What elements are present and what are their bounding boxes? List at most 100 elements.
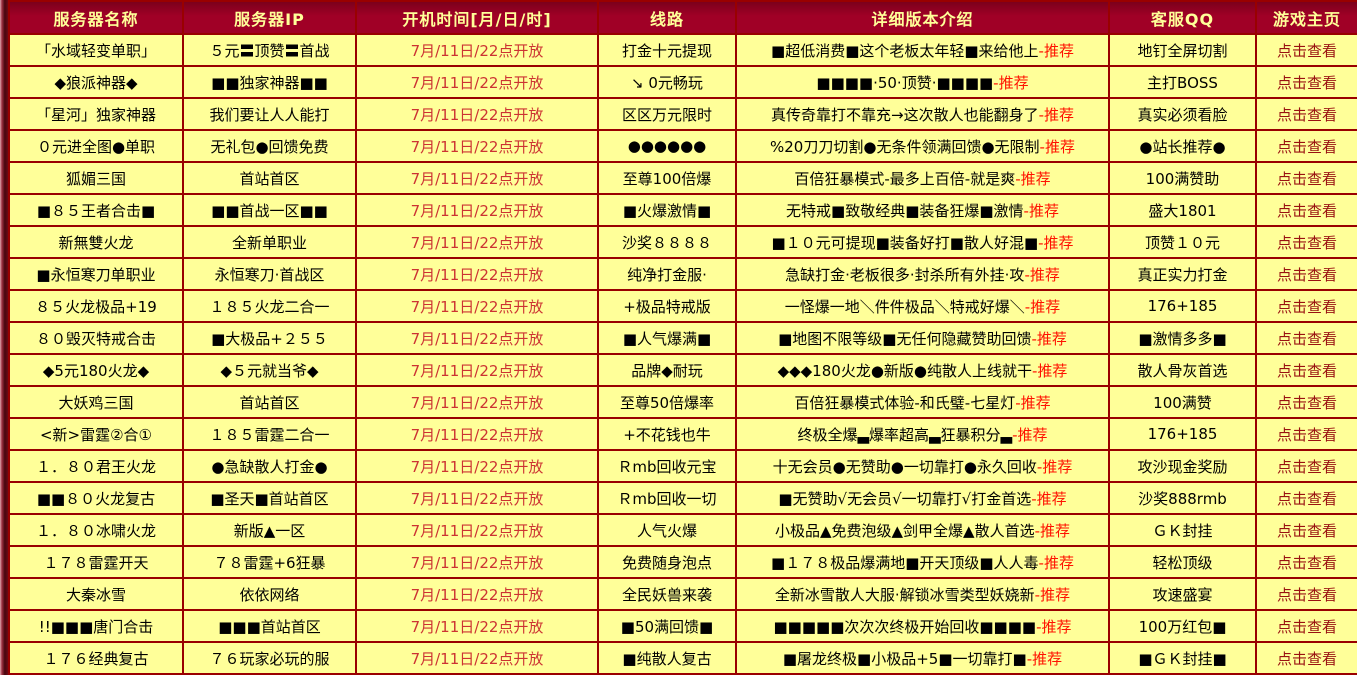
server-row: 大秦冰雪 依依网络 7月/11日/22点开放 全民妖兽来袭 全新冰雪散人大服·解锁冰雪类…: [8, 577, 1357, 611]
homepage-link[interactable]: 点击查看: [1255, 257, 1357, 291]
server-name-cell[interactable]: ■永恒寒刀单职业: [8, 257, 184, 291]
homepage-link[interactable]: 点击查看: [1255, 33, 1357, 67]
server-name-cell[interactable]: 大秦冰雪: [8, 577, 184, 611]
recommend-tag: -推荐: [1024, 265, 1060, 284]
server-name-cell[interactable]: ０元进全图●单职: [8, 129, 184, 163]
server-ip-cell: 我们要让人人能打: [182, 97, 357, 131]
server-name-cell[interactable]: <新>雷霆②合①: [8, 417, 184, 451]
homepage-link[interactable]: 点击查看: [1255, 161, 1357, 195]
homepage-link[interactable]: 点击查看: [1255, 193, 1357, 227]
open-time-cell: 7月/11日/22点开放: [355, 417, 599, 451]
server-ip-cell: 全新单职业: [182, 225, 357, 259]
server-ip-cell: 永恒寒刀·首战区: [182, 257, 357, 291]
server-row: １．８０冰啸火龙 新版▲一区 7月/11日/22点开放 人气火爆 小极品▲免费泡级▲剑甲…: [8, 513, 1357, 547]
homepage-link[interactable]: 点击查看: [1255, 129, 1357, 163]
line-cell: ■火爆激情■: [597, 193, 737, 227]
line-cell: 品牌◆耐玩: [597, 353, 737, 387]
recommend-tag: -推荐: [1031, 489, 1067, 508]
server-name-cell[interactable]: 新無雙火龙: [8, 225, 184, 259]
page-left-margin: [0, 0, 8, 675]
detail-cell: ■■■■■次次次终极开始回收■■■■-推荐: [735, 609, 1110, 643]
homepage-link[interactable]: 点击查看: [1255, 641, 1357, 675]
qq-cell: 攻速盛宴: [1108, 577, 1257, 611]
qq-cell: 沙奖888rmb: [1108, 481, 1257, 515]
server-name-cell[interactable]: 狐媚三国: [8, 161, 184, 195]
open-time-cell: 7月/11日/22点开放: [355, 65, 599, 99]
detail-cell: ■１７８极品爆满地■开天顶级■人人毒-推荐: [735, 545, 1110, 579]
server-ip-cell: ■■■首站首区: [182, 609, 357, 643]
open-time-cell: 7月/11日/22点开放: [355, 449, 599, 483]
server-name-cell[interactable]: １．８０冰啸火龙: [8, 513, 184, 547]
server-ip-cell: 无礼包●回馈免费: [182, 129, 357, 163]
server-name-cell[interactable]: １．８０君王火龙: [8, 449, 184, 483]
homepage-link[interactable]: 点击查看: [1255, 513, 1357, 547]
qq-cell: ■ＧＫ封挂■: [1108, 641, 1257, 675]
recommend-tag: -推荐: [1031, 329, 1067, 348]
server-row: ■８５王者合击■ ■■首战一区■■ 7月/11日/22点开放 ■火爆激情■ 无特戒■致敬…: [8, 193, 1357, 227]
server-name-cell[interactable]: 「星河」独家神器: [8, 97, 184, 131]
detail-text: ■■■■·50·顶赞·■■■■: [816, 73, 994, 92]
server-row: ■永恒寒刀单职业 永恒寒刀·首战区 7月/11日/22点开放 纯净打金服· 急缺打金·老…: [8, 257, 1357, 291]
server-ip-cell: 首站首区: [182, 161, 357, 195]
server-name-cell[interactable]: 大妖鸡三国: [8, 385, 184, 419]
line-cell: +不花钱也牛: [597, 417, 737, 451]
col-header-line: 线路: [597, 0, 737, 35]
qq-cell: 真正实力打金: [1108, 257, 1257, 291]
line-cell: Ｒmb回收一切: [597, 481, 737, 515]
line-cell: 打金十元提现: [597, 33, 737, 67]
homepage-link[interactable]: 点击查看: [1255, 545, 1357, 579]
homepage-link[interactable]: 点击查看: [1255, 353, 1357, 387]
homepage-link[interactable]: 点击查看: [1255, 97, 1357, 131]
server-name-cell[interactable]: ８５火龙极品+19: [8, 289, 184, 323]
line-cell: 人气火爆: [597, 513, 737, 547]
server-row: １７６经典复古 ７６玩家必玩的服 7月/11日/22点开放 ■纯散人复古 ■屠龙终极■小…: [8, 641, 1357, 675]
recommend-tag: -推荐: [1032, 361, 1068, 380]
server-name-cell[interactable]: 「水域轻变单职」: [8, 33, 184, 67]
detail-text: ■１０元可提现■装备好打■散人好混■: [771, 233, 1039, 252]
recommend-tag: -推荐: [1015, 393, 1051, 412]
server-name-cell[interactable]: １７６经典复古: [8, 641, 184, 675]
server-row: 新無雙火龙 全新单职业 7月/11日/22点开放 沙奖８８８８ ■１０元可提现■装备好打…: [8, 225, 1357, 259]
recommend-tag: -推荐: [1038, 553, 1074, 572]
server-name-cell[interactable]: ８０毁灭特戒合击: [8, 321, 184, 355]
detail-cell: ■１０元可提现■装备好打■散人好混■-推荐: [735, 225, 1110, 259]
server-name-cell[interactable]: １７８雷霆开天: [8, 545, 184, 579]
col-header-server-name: 服务器名称: [8, 0, 184, 35]
homepage-link[interactable]: 点击查看: [1255, 65, 1357, 99]
server-row: ８０毁灭特戒合击 ■大极品+２５５ 7月/11日/22点开放 ■人气爆满■ ■地图不限等…: [8, 321, 1357, 355]
server-name-cell[interactable]: ■８５王者合击■: [8, 193, 184, 227]
server-ip-cell: ■大极品+２５５: [182, 321, 357, 355]
detail-text: ■地图不限等级■无任何隐藏赞助回馈: [778, 329, 1032, 348]
homepage-link[interactable]: 点击查看: [1255, 417, 1357, 451]
server-row: １．８０君王火龙 ●急缺散人打金● 7月/11日/22点开放 Ｒmb回收元宝 十无会员●…: [8, 449, 1357, 483]
homepage-link[interactable]: 点击查看: [1255, 481, 1357, 515]
server-name-cell[interactable]: ◆狼派神器◆: [8, 65, 184, 99]
homepage-link[interactable]: 点击查看: [1255, 577, 1357, 611]
homepage-link[interactable]: 点击查看: [1255, 321, 1357, 355]
homepage-link[interactable]: 点击查看: [1255, 449, 1357, 483]
detail-text: 全新冰雪散人大服·解锁冰雪类型妖娆新: [774, 585, 1035, 604]
server-name-cell[interactable]: ◆5元180火龙◆: [8, 353, 184, 387]
homepage-link[interactable]: 点击查看: [1255, 225, 1357, 259]
recommend-tag: -推荐: [1039, 137, 1075, 156]
server-name-cell[interactable]: ■■８０火龙复古: [8, 481, 184, 515]
detail-text: 小极品▲免费泡级▲剑甲全爆▲散人首选: [774, 521, 1035, 540]
detail-text: 急缺打金·老板很多·封杀所有外挂·攻: [785, 265, 1025, 284]
server-row: ■■８０火龙复古 ■圣天■首站首区 7月/11日/22点开放 Ｒmb回收一切 ■无赞助√…: [8, 481, 1357, 515]
server-name-cell[interactable]: !!■■■唐门合击: [8, 609, 184, 643]
qq-cell: ●站长推荐●: [1108, 129, 1257, 163]
detail-text: 终极全爆▃爆率超高▃狂暴积分▃: [797, 425, 1013, 444]
homepage-link[interactable]: 点击查看: [1255, 609, 1357, 643]
detail-cell: ◆◆◆180火龙●新版●纯散人上线就干-推荐: [735, 353, 1110, 387]
detail-text: 十无会员●无赞助●一切靠打●永久回收: [772, 457, 1037, 476]
recommend-tag: -推荐: [1034, 585, 1071, 604]
open-time-cell: 7月/11日/22点开放: [355, 385, 599, 419]
recommend-tag: -推荐: [1026, 649, 1063, 668]
open-time-cell: 7月/11日/22点开放: [355, 609, 599, 643]
col-header-server-ip: 服务器IP: [182, 0, 357, 35]
homepage-link[interactable]: 点击查看: [1255, 385, 1357, 419]
detail-cell: 百倍狂暴模式-最多上百倍-就是爽-推荐: [735, 161, 1110, 195]
homepage-link[interactable]: 点击查看: [1255, 289, 1357, 323]
detail-cell: ■无赞助√无会员√一切靠打√打金首选-推荐: [735, 481, 1110, 515]
open-time-cell: 7月/11日/22点开放: [355, 289, 599, 323]
